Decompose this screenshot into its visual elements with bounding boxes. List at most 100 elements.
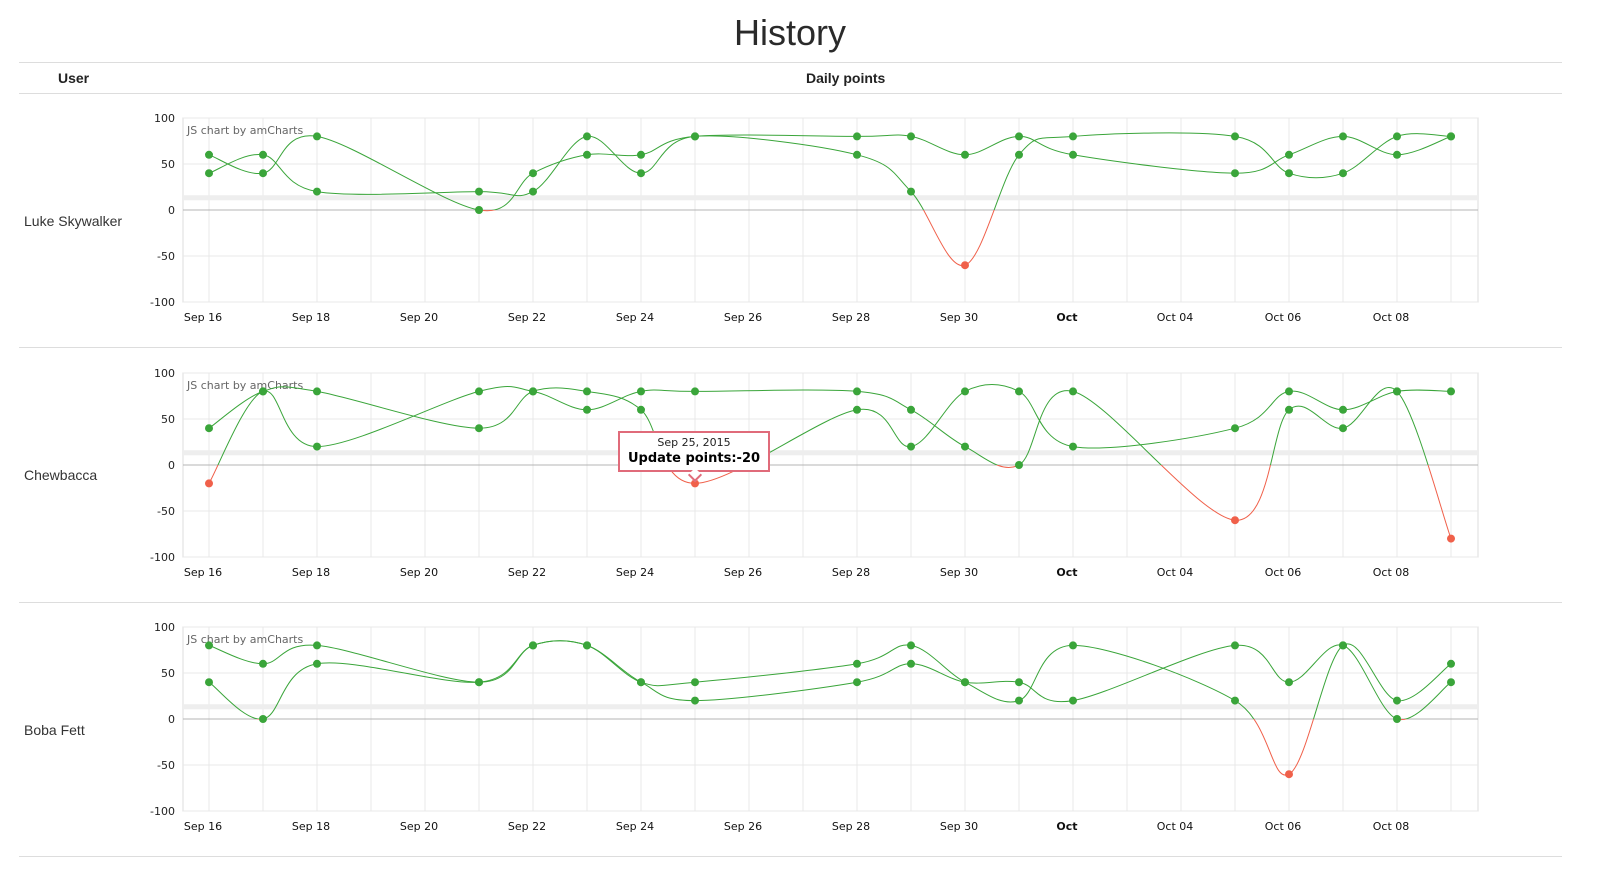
data-point bbox=[1339, 424, 1347, 433]
data-point bbox=[1339, 169, 1347, 178]
data-point bbox=[637, 150, 645, 159]
data-point bbox=[1069, 387, 1077, 396]
data-point bbox=[1231, 169, 1239, 178]
data-point bbox=[907, 442, 915, 451]
history-chart[interactable]: 100 50 0 -50 -100 JS chart by amCharts Sep 16 S… bbox=[0, 609, 1608, 839]
data-point bbox=[1015, 461, 1023, 469]
y-tick-label: 0 bbox=[168, 204, 175, 217]
x-tick-label: Sep 30 bbox=[940, 820, 978, 833]
data-point bbox=[1231, 641, 1239, 650]
data-point bbox=[1069, 132, 1077, 141]
x-tick-label: Sep 28 bbox=[832, 311, 870, 324]
x-tick-label: Oct bbox=[1056, 820, 1077, 833]
series-line bbox=[208, 640, 1452, 719]
x-tick-label: Sep 26 bbox=[724, 311, 762, 324]
data-point bbox=[583, 150, 591, 159]
y-tick-label: 50 bbox=[161, 158, 175, 171]
chart-tooltip: Sep 25, 2015 Update points:-20 bbox=[618, 431, 770, 483]
data-point bbox=[907, 641, 915, 650]
x-tick-label: Sep 24 bbox=[616, 566, 654, 579]
guide-band bbox=[184, 704, 1477, 710]
data-point bbox=[1015, 150, 1023, 159]
data-point bbox=[529, 187, 537, 196]
data-point bbox=[691, 479, 699, 488]
data-point bbox=[313, 641, 321, 650]
data-point bbox=[853, 132, 861, 141]
data-point bbox=[853, 405, 861, 414]
data-point bbox=[583, 387, 591, 396]
x-tick-label: Oct bbox=[1056, 311, 1077, 324]
column-header-daily-points: Daily points bbox=[806, 70, 886, 86]
data-point bbox=[583, 641, 591, 650]
data-point bbox=[1015, 696, 1023, 705]
x-tick-label: Sep 20 bbox=[400, 820, 438, 833]
data-point bbox=[691, 132, 699, 141]
data-point bbox=[853, 678, 861, 687]
data-point bbox=[637, 169, 645, 178]
y-tick-label: -50 bbox=[157, 250, 175, 263]
data-point bbox=[907, 405, 915, 414]
y-tick-label: 50 bbox=[161, 667, 175, 680]
page-title: History bbox=[733, 12, 846, 53]
data-point bbox=[1339, 405, 1347, 414]
data-point bbox=[961, 150, 969, 159]
data-point bbox=[853, 387, 861, 396]
data-point bbox=[259, 387, 267, 396]
x-tick-label: Sep 22 bbox=[508, 820, 546, 833]
x-tick-label: Sep 26 bbox=[724, 566, 762, 579]
data-point bbox=[1447, 132, 1455, 141]
data-point bbox=[259, 659, 267, 668]
table-row-rule bbox=[19, 602, 1562, 603]
data-point bbox=[313, 387, 321, 396]
column-header-user: User bbox=[58, 70, 90, 86]
x-tick-label: Sep 16 bbox=[184, 820, 222, 833]
data-point bbox=[1015, 387, 1023, 396]
table-header-rule bbox=[19, 93, 1562, 94]
data-point bbox=[961, 442, 969, 451]
x-tick-label: Oct 06 bbox=[1265, 566, 1302, 579]
user-name-cell: Chewbacca bbox=[24, 467, 98, 483]
history-chart[interactable]: 100 50 0 -50 -100 JS chart by amCharts Sep 16 S… bbox=[0, 355, 1608, 585]
data-point bbox=[1447, 678, 1455, 687]
data-point bbox=[1015, 678, 1023, 687]
data-point bbox=[1285, 405, 1293, 414]
data-point bbox=[1285, 387, 1293, 396]
tooltip-date: Sep 25, 2015 bbox=[657, 436, 731, 449]
guide-band bbox=[184, 450, 1477, 456]
x-tick-label: Sep 24 bbox=[616, 311, 654, 324]
data-point bbox=[1285, 150, 1293, 159]
x-tick-label: Oct bbox=[1056, 566, 1077, 579]
data-point bbox=[583, 132, 591, 141]
watermark-text: JS chart by amCharts bbox=[186, 633, 303, 646]
history-chart[interactable]: 100 50 0 -50 -100 JS chart by amCharts Sep 16 S… bbox=[0, 100, 1608, 330]
data-point bbox=[259, 169, 267, 178]
data-point bbox=[205, 641, 213, 650]
x-tick-label: Sep 30 bbox=[940, 566, 978, 579]
y-tick-label: 0 bbox=[168, 713, 175, 726]
data-point bbox=[907, 187, 915, 196]
data-point bbox=[1393, 696, 1401, 705]
data-point bbox=[637, 387, 645, 396]
y-tick-label: -50 bbox=[157, 759, 175, 772]
data-point bbox=[961, 387, 969, 396]
data-point bbox=[1285, 678, 1293, 687]
x-tick-label: Sep 16 bbox=[184, 566, 222, 579]
data-point bbox=[961, 261, 969, 270]
x-tick-label: Sep 16 bbox=[184, 311, 222, 324]
data-point bbox=[475, 387, 483, 396]
data-point bbox=[1231, 424, 1239, 433]
y-tick-label: 50 bbox=[161, 413, 175, 426]
user-name-cell: Luke Skywalker bbox=[24, 213, 123, 229]
guide-band bbox=[184, 195, 1477, 201]
x-tick-label: Oct 04 bbox=[1157, 566, 1194, 579]
x-tick-label: Oct 04 bbox=[1157, 311, 1194, 324]
data-point bbox=[1231, 516, 1239, 525]
table-row-rule bbox=[19, 856, 1562, 857]
data-point bbox=[1069, 641, 1077, 650]
tooltip-value: Update points:-20 bbox=[627, 451, 761, 466]
table-row-rule bbox=[19, 347, 1562, 348]
x-tick-label: Sep 20 bbox=[400, 566, 438, 579]
x-tick-label: Sep 18 bbox=[292, 311, 330, 324]
watermark-text: JS chart by amCharts bbox=[186, 124, 303, 137]
data-point bbox=[1447, 387, 1455, 396]
